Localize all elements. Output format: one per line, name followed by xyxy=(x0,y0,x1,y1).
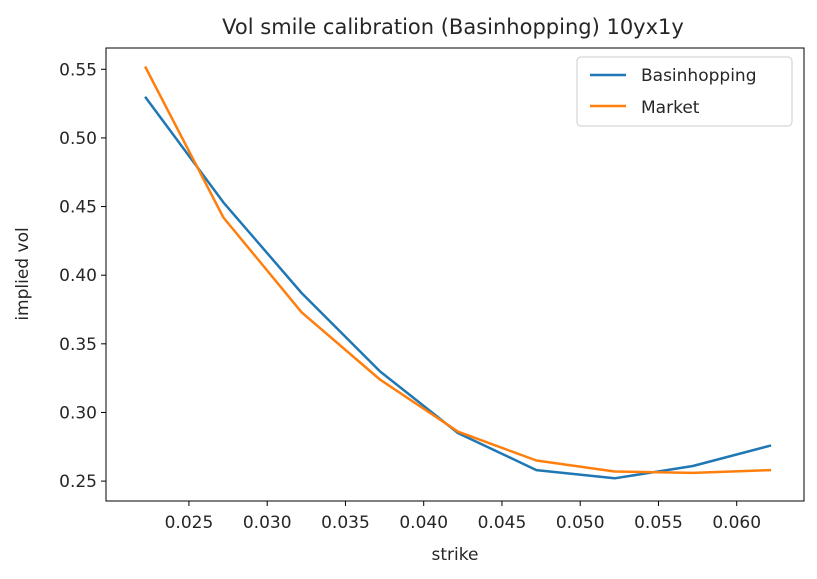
x-tick-label: 0.025 xyxy=(165,513,214,533)
series-lines xyxy=(143,65,772,480)
x-tick-label: 0.045 xyxy=(478,513,527,533)
y-tick-label: 0.45 xyxy=(59,198,97,218)
x-tick-label: 0.055 xyxy=(634,513,683,533)
plot-frame xyxy=(105,47,805,502)
y-axis: 0.25 0.30 0.35 0.40 0.45 0.50 0.55 xyxy=(59,60,106,492)
x-tick-label: 0.040 xyxy=(399,513,448,533)
chart-title: Vol smile calibration (Basinhopping) 10y… xyxy=(222,15,684,39)
y-tick-label: 0.55 xyxy=(59,60,97,80)
y-tick-label: 0.30 xyxy=(59,403,97,423)
x-tick-label: 0.030 xyxy=(243,513,292,533)
legend-label-basinhopping: Basinhopping xyxy=(641,66,756,86)
series-line-basinhopping xyxy=(144,95,772,480)
x-axis: 0.025 0.030 0.035 0.040 0.045 0.050 0.055 0.060 xyxy=(165,501,761,533)
y-axis-label: implied vol xyxy=(13,227,33,320)
x-tick-label: 0.035 xyxy=(321,513,370,533)
y-tick-label: 0.35 xyxy=(59,335,97,355)
y-tick-label: 0.50 xyxy=(59,129,97,149)
legend-box xyxy=(576,56,793,127)
legend-label-market: Market xyxy=(641,98,700,118)
y-tick-label: 0.25 xyxy=(59,472,97,492)
legend: Basinhopping Market xyxy=(576,56,793,127)
y-tick-label: 0.40 xyxy=(59,266,97,286)
x-tick-label: 0.050 xyxy=(556,513,605,533)
series-line-market xyxy=(143,65,772,475)
x-axis-label: strike xyxy=(432,545,479,565)
x-tick-label: 0.060 xyxy=(712,513,761,533)
